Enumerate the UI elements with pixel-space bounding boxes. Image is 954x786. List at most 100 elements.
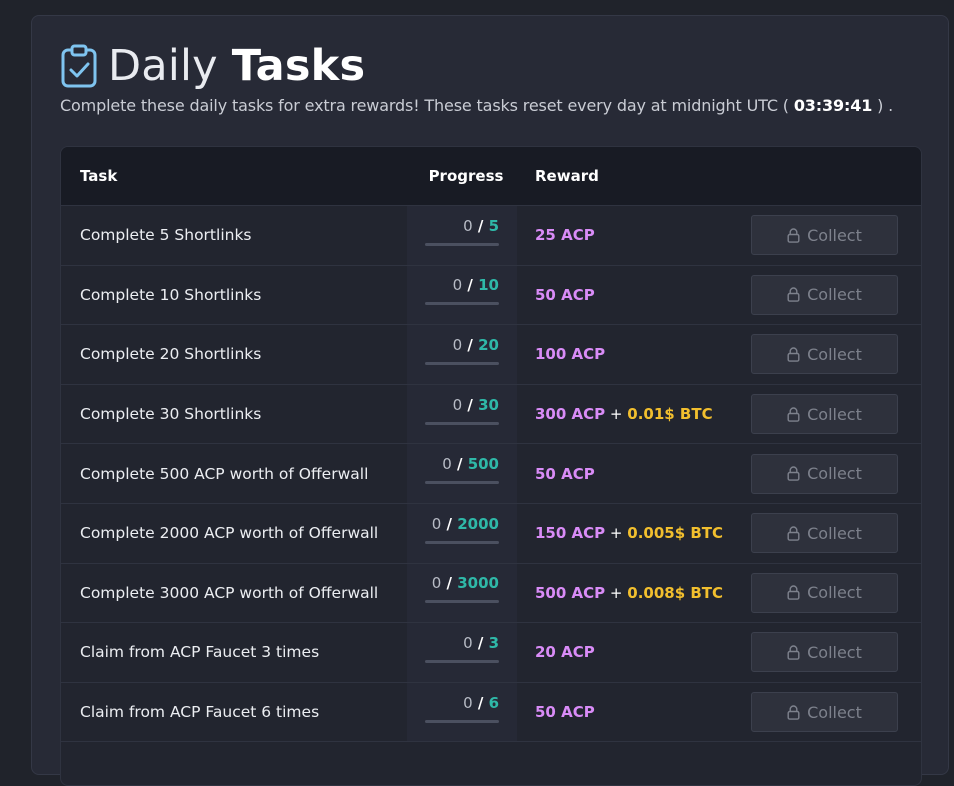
- table-row: Claim from ACP Faucet 3 times 0 / 3 20 A…: [61, 623, 921, 683]
- progress-goal: 30: [478, 395, 499, 414]
- task-progress: 0 / 5: [407, 206, 517, 265]
- collect-button-label: Collect: [807, 344, 862, 364]
- task-name: Complete 2000 ACP worth of Offerwall: [80, 524, 379, 543]
- collect-button[interactable]: Collect: [751, 692, 898, 733]
- reward-btc-wrap: + 0.008$ BTC: [605, 584, 723, 602]
- progress-bar: [425, 302, 499, 306]
- collect-button-label: Collect: [807, 285, 862, 305]
- progress-current: 0: [452, 395, 463, 414]
- progress-text: 0 / 30: [452, 395, 499, 414]
- progress-text: 0 / 6: [463, 693, 499, 712]
- task-progress: 0 / 3000: [407, 563, 517, 623]
- lock-icon: [787, 228, 800, 243]
- lock-icon: [787, 704, 800, 720]
- collect-button[interactable]: Collect: [751, 334, 898, 375]
- progress-goal: 6: [488, 693, 499, 712]
- progress-current: 0: [431, 514, 442, 533]
- progress-separator: /: [462, 276, 479, 295]
- collect-button-label: Collect: [807, 583, 862, 603]
- task-progress: 0 / 20: [407, 325, 517, 384]
- reward-acp: 100 ACP: [535, 345, 606, 364]
- reward-btc: 0.01$ BTC: [627, 405, 713, 424]
- clipboard-check-icon: [61, 44, 97, 88]
- lock-icon: [787, 406, 800, 422]
- progress-current: 0: [442, 455, 452, 474]
- progress-goal: 2000: [457, 514, 499, 533]
- reward-acp: 50 ACP: [535, 464, 595, 483]
- progress-goal: 3000: [457, 574, 499, 593]
- task-reward: 25 ACP: [517, 226, 727, 244]
- task-progress: 0 / 10: [407, 265, 517, 325]
- task-name: Complete 5 Shortlinks: [80, 226, 252, 245]
- progress-separator: /: [462, 395, 479, 414]
- subtitle-text: Complete these daily tasks for extra rew…: [60, 96, 789, 115]
- page-title-light: Daily: [108, 40, 218, 91]
- progress-separator: /: [451, 455, 468, 474]
- collect-button-label: Collect: [807, 702, 862, 722]
- reward-acp: 50 ACP: [535, 285, 595, 304]
- collect-button-label: Collect: [807, 404, 862, 424]
- task-reward: 100 ACP: [517, 345, 727, 363]
- collect-button[interactable]: Collect: [751, 215, 898, 256]
- progress-goal: 20: [478, 335, 499, 354]
- collect-button[interactable]: Collect: [751, 394, 898, 435]
- reward-plus: +: [605, 583, 628, 602]
- progress-current: 0: [431, 574, 442, 593]
- collect-button[interactable]: Collect: [751, 453, 898, 494]
- progress-separator: /: [472, 216, 489, 235]
- progress-text: 0 / 20: [452, 335, 499, 354]
- lock-icon: [787, 585, 800, 601]
- task-action: Collect: [727, 334, 921, 375]
- collect-button[interactable]: Collect: [751, 274, 898, 315]
- lock-icon: [787, 466, 800, 481]
- progress-separator: /: [472, 633, 489, 652]
- collect-button-label: Collect: [807, 464, 862, 484]
- task-action: Collect: [727, 215, 921, 256]
- progress-text: 0 / 10: [453, 278, 499, 293]
- table-row: Complete 30 Shortlinks 0 / 30 300 ACP + …: [61, 384, 921, 445]
- progress-goal: 5: [488, 216, 499, 235]
- reset-timer: 03:39:41: [793, 96, 873, 115]
- task-reward: 300 ACP + 0.01$ BTC: [517, 405, 727, 423]
- lock-icon: [787, 526, 800, 541]
- collect-button[interactable]: Collect: [751, 513, 898, 554]
- task-progress: 0 / 3: [407, 623, 517, 682]
- table-row: Complete 5 Shortlinks 0 / 5 25 ACP Colle…: [61, 206, 921, 266]
- task-name: Complete 20 Shortlinks: [80, 345, 262, 364]
- task-action: Collect: [727, 572, 921, 613]
- task-name: Complete 30 Shortlinks: [80, 405, 262, 424]
- task-action: Collect: [727, 513, 921, 554]
- header-reward: Reward: [535, 167, 599, 185]
- task-reward: 20 ACP: [517, 643, 727, 661]
- task-action: Collect: [727, 274, 921, 315]
- task-name: Complete 500 ACP worth of Offerwall: [80, 464, 369, 483]
- task-progress: 0 / 30: [407, 384, 517, 444]
- progress-bar: [425, 659, 499, 663]
- progress-bar: [425, 421, 499, 425]
- collect-button[interactable]: Collect: [751, 632, 898, 673]
- task-progress: 0 / 6: [407, 682, 517, 742]
- title-row: Daily Tasks: [60, 38, 365, 94]
- progress-goal: 500: [467, 455, 499, 474]
- collect-button[interactable]: Collect: [751, 572, 898, 613]
- collect-button-label: Collect: [807, 225, 862, 245]
- task-action: Collect: [727, 632, 921, 673]
- reward-btc-wrap: + 0.005$ BTC: [605, 524, 723, 542]
- progress-separator: /: [441, 514, 458, 533]
- progress-text: 0 / 5: [463, 216, 499, 235]
- progress-current: 0: [452, 276, 463, 295]
- header-progress: Progress: [428, 167, 504, 185]
- header-task: Task: [80, 167, 118, 185]
- progress-text: 0 / 3: [463, 633, 499, 652]
- reward-acp: 150 ACP: [535, 524, 606, 543]
- reward-btc: 0.005$ BTC: [627, 524, 724, 543]
- reward-acp: 500 ACP: [535, 583, 606, 602]
- progress-current: 0: [452, 335, 463, 354]
- task-reward: 150 ACP + 0.005$ BTC: [517, 524, 727, 542]
- table-row: Claim from ACP Faucet 6 times 0 / 6 50 A…: [61, 682, 921, 743]
- progress-separator: /: [472, 693, 489, 712]
- progress-bar: [425, 361, 499, 365]
- table-header: Task Progress Reward: [61, 147, 921, 206]
- table-row: Complete 500 ACP worth of Offerwall 0 / …: [61, 444, 921, 504]
- tasks-table: Task Progress Reward Complete 5 Shortlin…: [60, 146, 922, 786]
